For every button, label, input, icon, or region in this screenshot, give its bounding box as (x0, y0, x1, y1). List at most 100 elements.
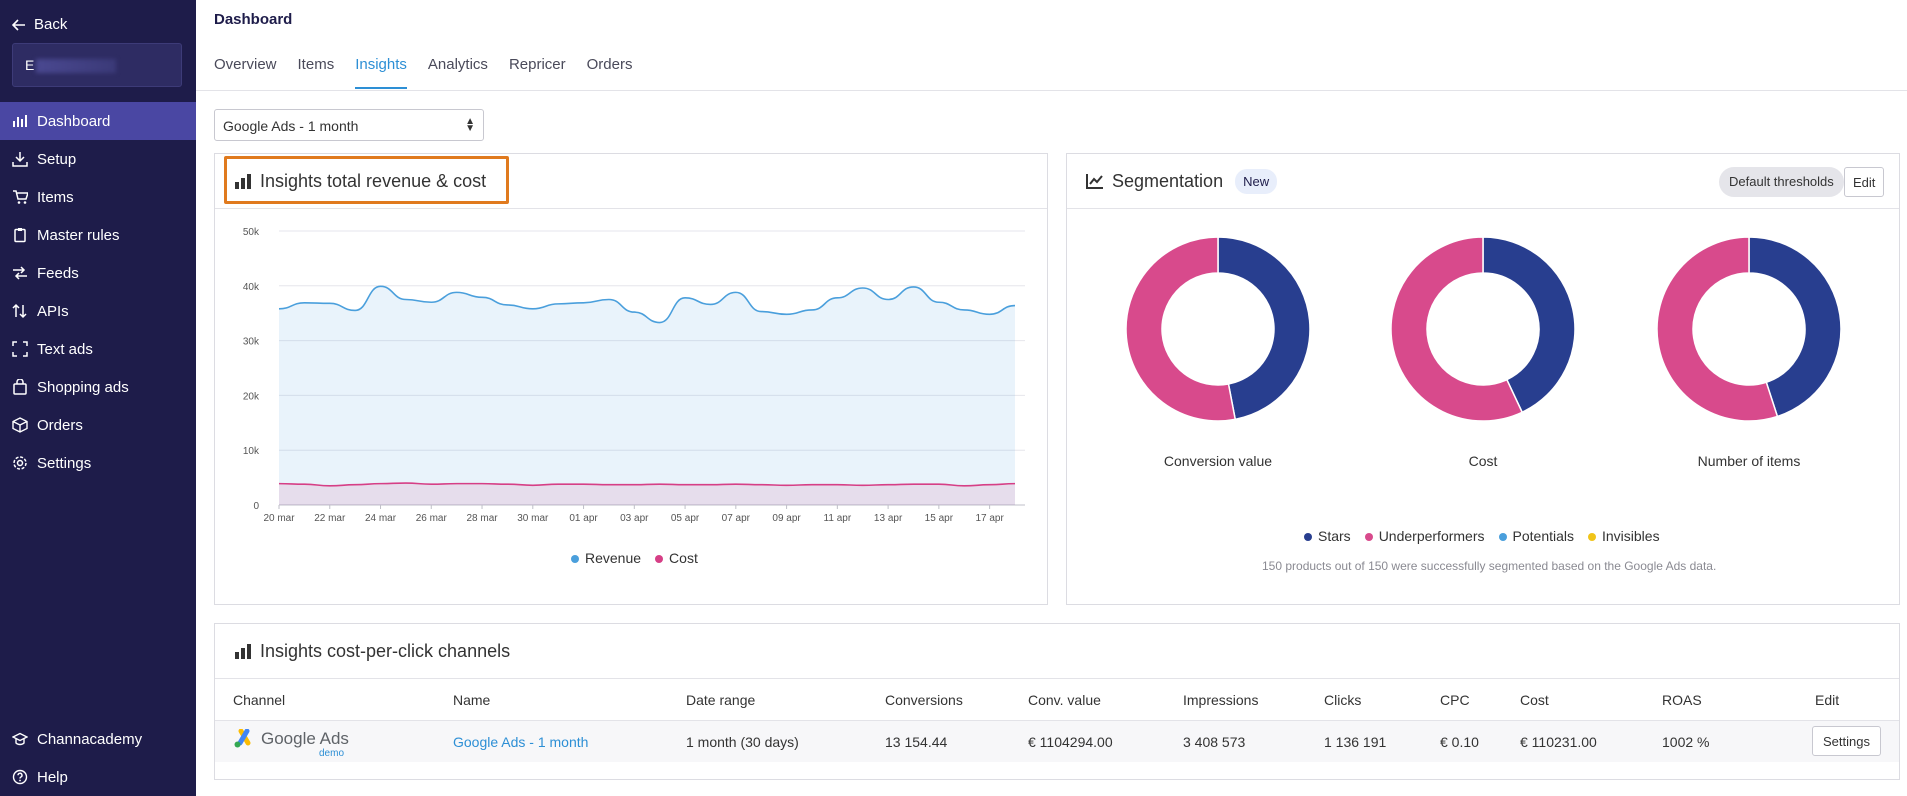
bar-chart-icon (235, 174, 251, 189)
arrow-left-icon (12, 18, 25, 31)
legend-item-revenue: Revenue (571, 550, 641, 566)
back-label: Back (34, 16, 68, 33)
sidebar-item-channacademy[interactable]: Channacademy (0, 720, 196, 758)
x-tick-label: 24 mar (365, 513, 397, 524)
dashboard-tabs: Overview Items Insights Analytics Repric… (214, 56, 653, 89)
sidebar-item-master-rules[interactable]: Master rules (0, 216, 196, 254)
shopping-bag-icon (13, 379, 27, 395)
revenue-cost-card-header: Insights total revenue & cost (215, 154, 1047, 209)
column-header-name: Name (453, 692, 491, 708)
y-tick-label: 50k (243, 227, 260, 238)
tab-overview[interactable]: Overview (214, 56, 277, 73)
segmentation-donuts (1125, 236, 1842, 422)
sidebar-item-settings[interactable]: Settings (0, 444, 196, 482)
sidebar-item-shopping-ads[interactable]: Shopping ads (0, 368, 196, 406)
legend-label-revenue: Revenue (585, 550, 642, 566)
column-header-impressions: Impressions (1183, 692, 1259, 708)
segmentation-card: Segmentation New Default thresholds Edit… (1066, 153, 1900, 605)
x-tick-label: 03 apr (620, 513, 649, 524)
y-tick-label: 0 (253, 501, 259, 512)
column-header-clicks: Clicks (1324, 692, 1362, 708)
sidebar: Back E Dashboard Setup Items Master rule… (0, 0, 196, 796)
x-tick-label: 01 apr (569, 513, 598, 524)
x-tick-label: 13 apr (874, 513, 903, 524)
sidebar-item-apis[interactable]: APIs (0, 292, 196, 330)
account-selector[interactable]: E (12, 43, 182, 87)
channel-period-select[interactable]: Google Ads - 1 month ▲ ▼ (214, 109, 484, 141)
tab-items[interactable]: Items (297, 56, 335, 73)
y-tick-label: 10k (243, 446, 260, 457)
x-tick-label: 17 apr (975, 513, 1004, 524)
sidebar-item-help[interactable]: Help (0, 758, 196, 796)
edit-segmentation-button[interactable]: Edit (1844, 167, 1885, 197)
tab-analytics[interactable]: Analytics (427, 56, 488, 73)
x-tick-label: 05 apr (671, 513, 700, 524)
tab-insights[interactable]: Insights (355, 56, 407, 89)
legend-dot-potentials (1498, 533, 1507, 542)
column-header-conv-value: Conv. value (1028, 692, 1101, 708)
series-line-revenue (278, 285, 1016, 324)
table-row: Google Ads demo Google Ads - 1 month 1 m… (215, 720, 1899, 762)
legend-label-stars: Stars (1318, 528, 1351, 544)
legend-dot-cost (655, 555, 664, 564)
revenue-cost-title: Insights total revenue & cost (260, 170, 487, 191)
google-ads-icon (234, 729, 251, 748)
legend-label-potentials: Potentials (1512, 528, 1574, 544)
segmentation-card-header: Segmentation New Default thresholds Edit (1067, 154, 1899, 209)
cpc-channels-title: Insights cost-per-click channels (260, 640, 511, 661)
default-thresholds-button[interactable]: Default thresholds (1719, 167, 1844, 197)
sidebar-item-feeds[interactable]: Feeds (0, 254, 196, 292)
sidebar-item-text-ads[interactable]: Text ads (0, 330, 196, 368)
legend-dot-revenue (571, 555, 579, 564)
sidebar-item-label: Items (37, 188, 74, 206)
x-tick-label: 09 apr (772, 513, 801, 524)
column-header-channel: Channel (233, 692, 286, 708)
bar-chart-icon (13, 115, 27, 127)
sidebar-bottom-nav: Channacademy Help (0, 720, 196, 796)
column-header-edit: Edit (1815, 692, 1840, 708)
donut-slice-stars (1748, 236, 1842, 418)
legend-label-underperformers: Underperformers (1378, 528, 1485, 544)
channel-period-value: Google Ads - 1 month (223, 118, 359, 134)
revenue-cost-card: Insights total revenue & cost 0 10k 20k 30k… (214, 153, 1048, 605)
highlight-box (224, 156, 509, 204)
donut-slice-stars (1482, 236, 1576, 414)
legend-dot-stars (1304, 533, 1312, 542)
settings-button[interactable]: Settings (1812, 726, 1881, 756)
channel-name-link[interactable]: Google Ads - 1 month (453, 734, 589, 750)
sidebar-item-label: APIs (37, 302, 69, 320)
sidebar-item-label: Text ads (37, 340, 93, 358)
cpc-channels-card: Insights cost-per-click channels Channel… (214, 623, 1900, 780)
account-name-redacted (36, 59, 117, 74)
y-tick-label: 20k (243, 391, 260, 402)
column-header-date-range: Date range (686, 692, 756, 708)
cell-impressions: 3 408 573 (1183, 734, 1246, 750)
sidebar-item-label: Feeds (37, 264, 79, 282)
y-tick-label: 40k (243, 282, 260, 293)
sidebar-item-label: Orders (37, 416, 83, 434)
google-ads-demo-label: demo (319, 748, 345, 759)
cpc-channels-card-header: Insights cost-per-click channels (215, 624, 1899, 679)
sidebar-item-items[interactable]: Items (0, 178, 196, 216)
sidebar-item-dashboard[interactable]: Dashboard (0, 102, 196, 140)
sidebar-item-orders[interactable]: Orders (0, 406, 196, 444)
page-title: Dashboard (214, 11, 293, 28)
sidebar-item-setup[interactable]: Setup (0, 140, 196, 178)
segmentation-note: 150 products out of 150 were successfull… (1262, 559, 1717, 573)
column-header-cpc: CPC (1440, 692, 1470, 708)
x-tick-label: 15 apr (925, 513, 954, 524)
revenue-cost-legend: Revenue Cost (571, 550, 698, 566)
tab-orders[interactable]: Orders (586, 56, 633, 73)
cell-date-range: 1 month (30 days) (686, 734, 799, 750)
column-header-roas: ROAS (1662, 692, 1702, 708)
back-button[interactable]: Back (12, 16, 67, 33)
sidebar-item-label: Setup (37, 150, 77, 168)
cell-roas: 1002 % (1662, 734, 1710, 750)
x-tick-label: 30 mar (517, 513, 549, 524)
legend-item-stars: Stars (1304, 528, 1351, 544)
donut-slice-underperformers (1390, 236, 1524, 422)
y-tick-label: 30k (243, 337, 260, 348)
cart-icon (13, 190, 28, 204)
tab-repricer[interactable]: Repricer (508, 56, 566, 73)
google-ads-logo: Google Ads (233, 729, 349, 749)
